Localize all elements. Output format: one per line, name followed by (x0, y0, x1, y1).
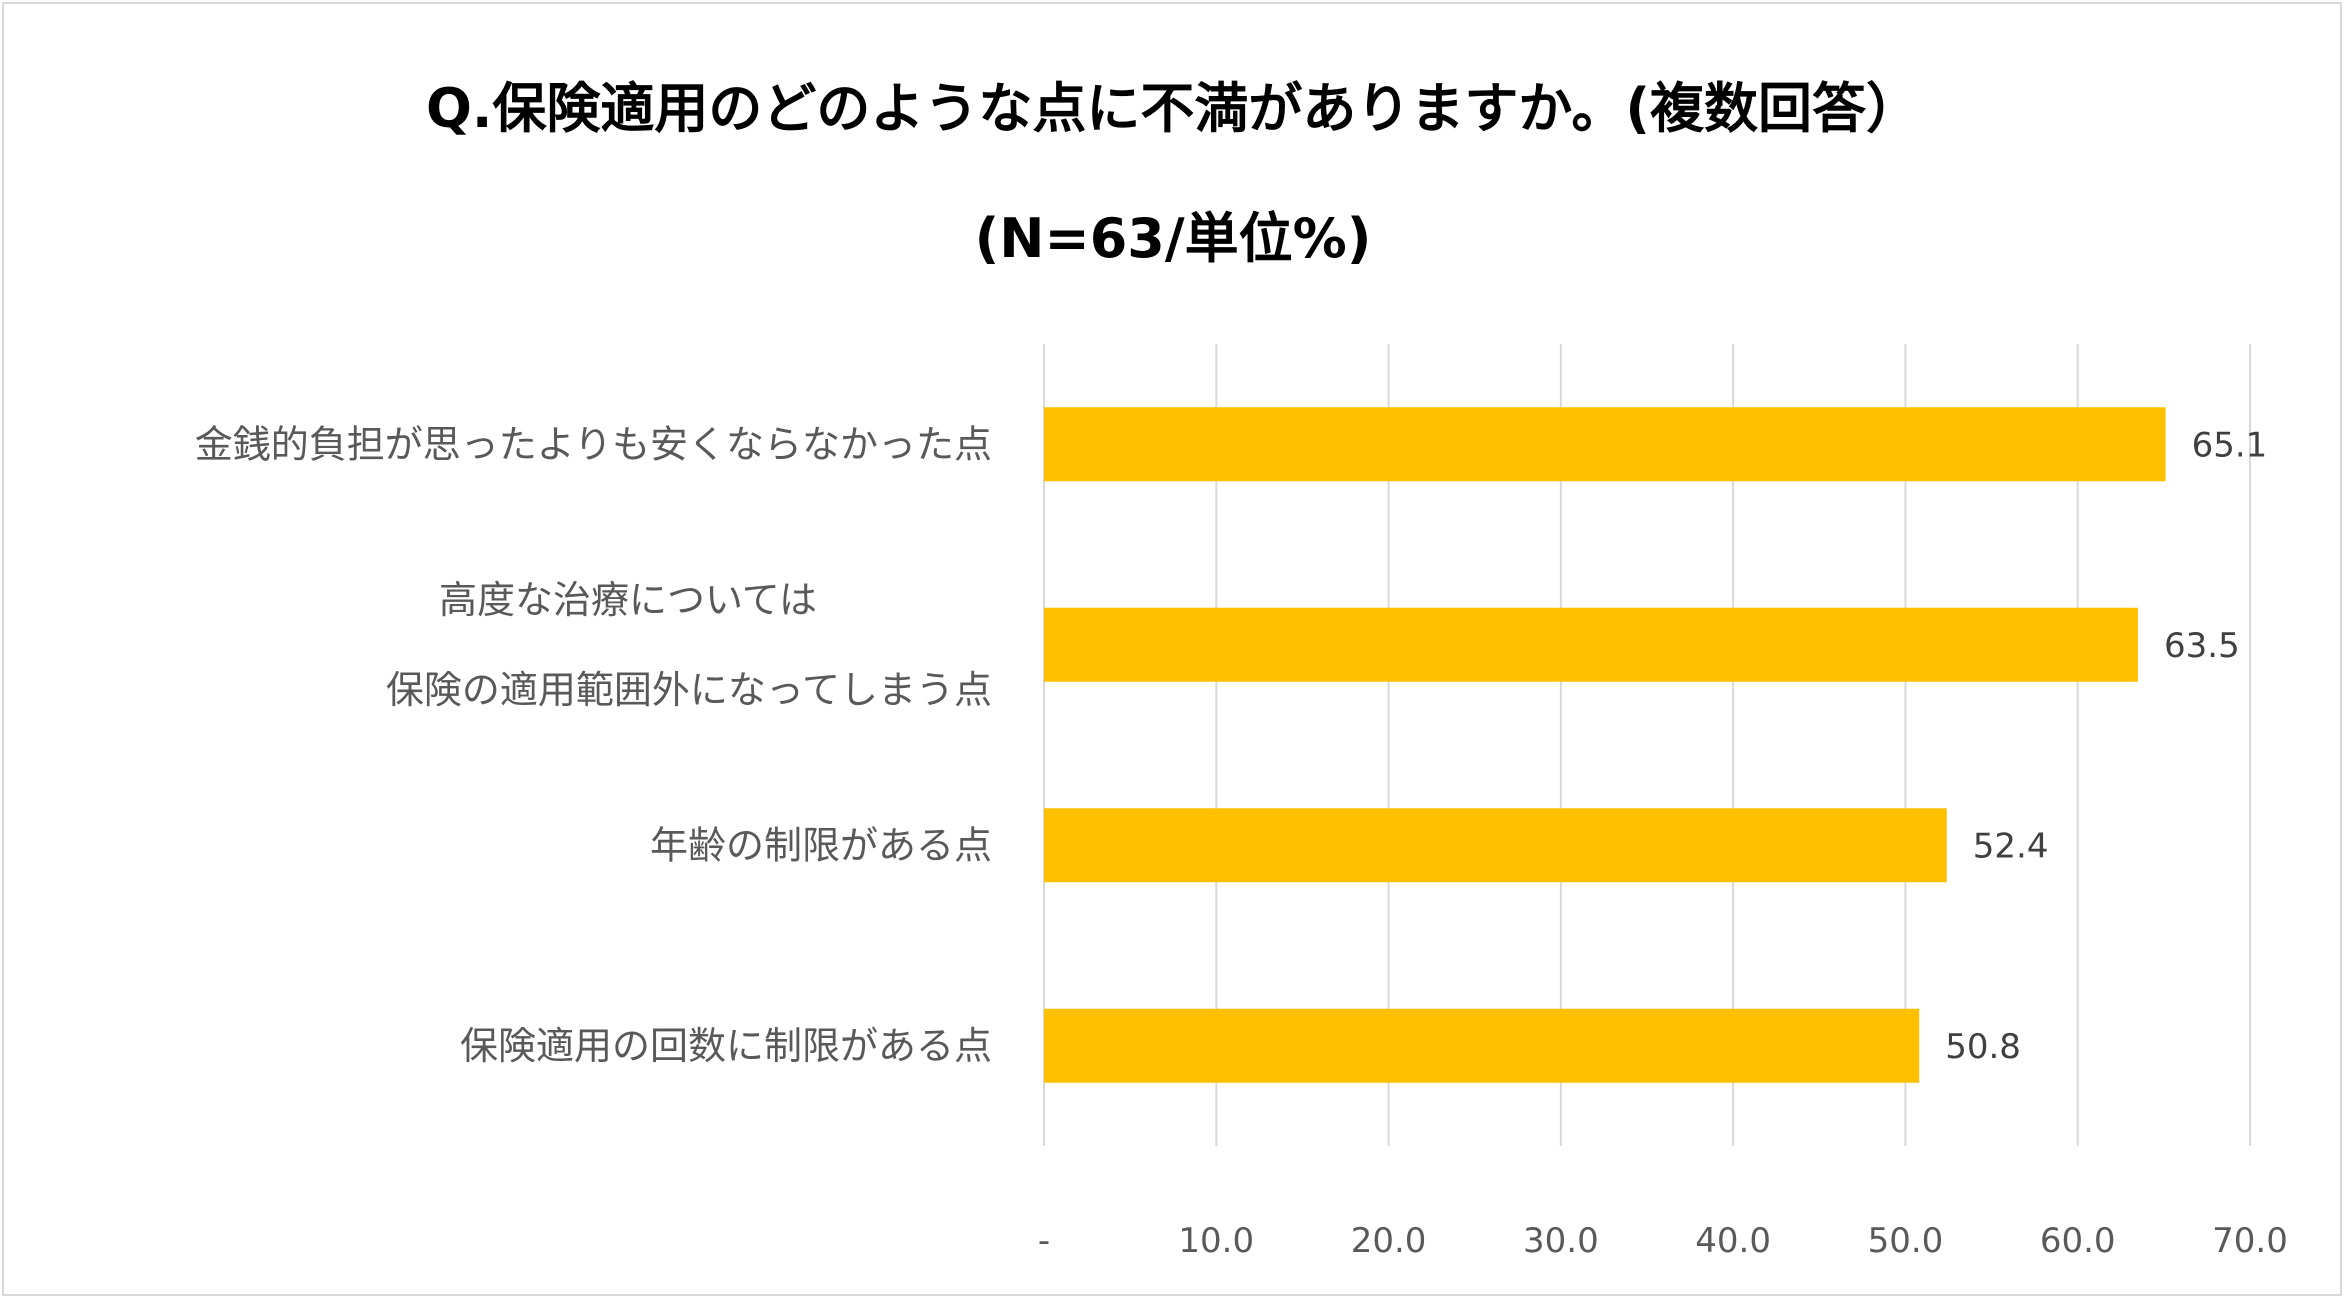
category-label: 金銭的負担が思ったよりも安くならなかった点 (195, 422, 992, 466)
chart-title: Q.保険適用のどのような点に不満がありますか。(複数回答） (425, 77, 1921, 140)
category-label: 保険の適用範囲外になってしまう点 (386, 668, 992, 712)
x-tick-label: 50.0 (1868, 1221, 1944, 1261)
bar (1044, 607, 2139, 682)
data-label: 63.5 (2164, 626, 2240, 666)
category-label: 年齢の制限がある点 (650, 823, 992, 867)
bar (1044, 407, 2166, 482)
x-tick-label: 40.0 (1695, 1221, 1771, 1261)
x-tick-label: 60.0 (2040, 1221, 2116, 1261)
x-tick-label: 30.0 (1523, 1221, 1599, 1261)
category-label: 高度な治療については (439, 578, 817, 622)
data-label: 52.4 (1973, 826, 2049, 866)
data-label: 50.8 (1945, 1027, 2021, 1067)
x-tick-label: 10.0 (1178, 1221, 1254, 1261)
chart-subtitle: (N=63/単位%) (974, 207, 1372, 270)
x-tick-label: 20.0 (1351, 1221, 1427, 1261)
bar (1044, 808, 1947, 883)
bar (1044, 1008, 1920, 1083)
data-label: 65.1 (2192, 425, 2268, 465)
x-tick-label: - (1038, 1221, 1050, 1261)
x-tick-label: 70.0 (2212, 1221, 2288, 1261)
category-label: 保険適用の回数に制限がある点 (460, 1024, 992, 1068)
